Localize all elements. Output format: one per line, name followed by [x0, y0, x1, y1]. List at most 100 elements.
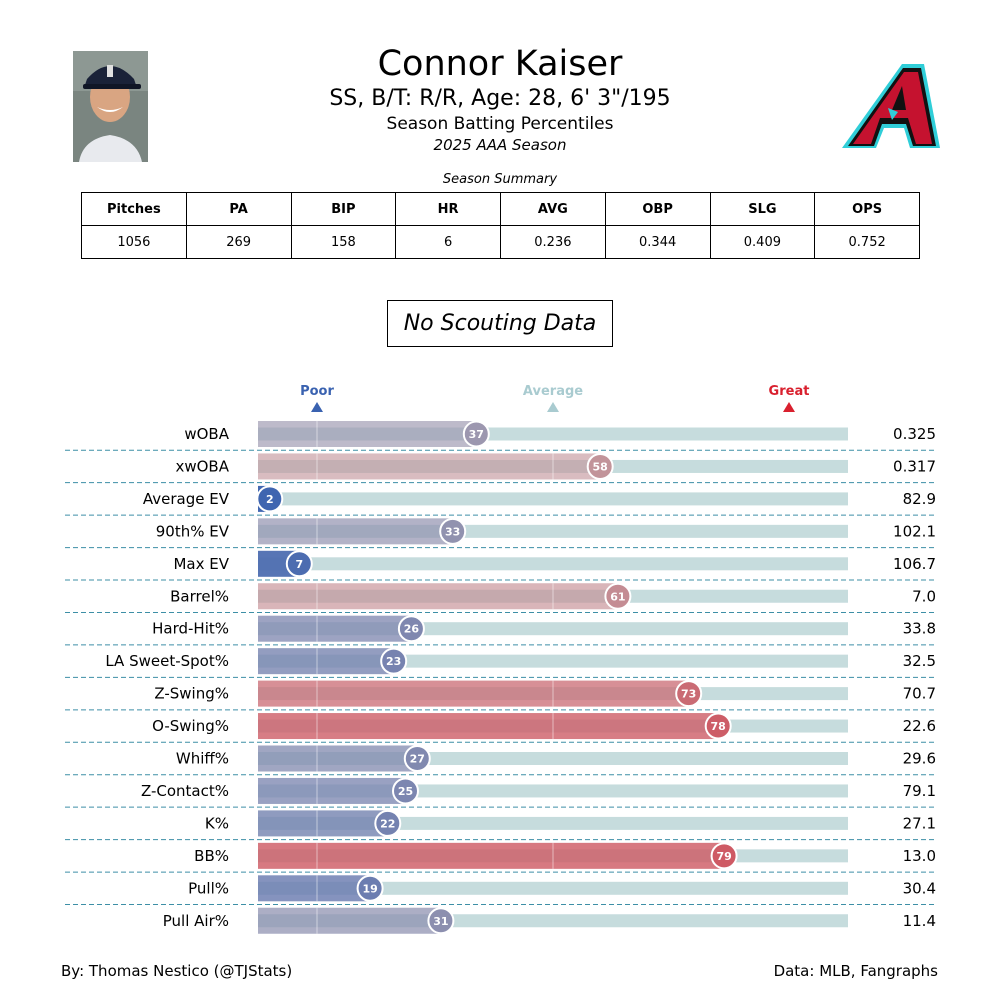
metric-value: 0.325 [893, 425, 936, 443]
percentile-badge-label: 7 [295, 558, 303, 571]
metric-label: K% [205, 814, 229, 832]
metric-label: wOBA [184, 425, 229, 443]
metric-label: LA Sweet-Spot% [105, 652, 229, 670]
metric-label: Average EV [143, 490, 230, 508]
percentile-bar [258, 518, 453, 545]
metric-value: 102.1 [893, 522, 936, 540]
percentile-badge [439, 517, 467, 545]
player-info: SS, B/T: R/R, Age: 28, 6' 3"/195 [329, 86, 671, 111]
marker-label-poor: Poor [300, 384, 334, 399]
bar-track [258, 816, 848, 830]
metric-value: 32.5 [903, 652, 936, 670]
player-headshot [73, 51, 148, 162]
season-label: 2025 AAA Season [433, 136, 567, 154]
percentile-badge-label: 27 [410, 753, 425, 766]
metric-label: Z-Swing% [154, 685, 229, 703]
summary-value-cell: 6 [395, 225, 501, 259]
metric-value: 22.6 [903, 717, 936, 735]
percentile-bar [258, 583, 618, 610]
metric-value: 70.7 [903, 685, 936, 703]
percentile-bar [258, 810, 388, 837]
marker-label-average: Average [523, 384, 583, 399]
percentile-badge [392, 777, 419, 805]
percentile-badge [285, 550, 313, 578]
summary-header-row: Pitches PA BIP HR AVG OBP SLG OPS [81, 192, 920, 226]
metric-value: 79.1 [903, 782, 936, 800]
summary-header-cell: AVG [500, 192, 606, 226]
percentile-badge-label: 73 [681, 688, 696, 701]
metric-label: Pull% [188, 879, 229, 897]
percentile-badge [380, 647, 408, 675]
metric-label: xwOBA [175, 457, 229, 475]
percentile-badge-label: 22 [380, 817, 395, 830]
percentile-badge [397, 615, 425, 643]
percentile-badge-label: 58 [593, 460, 608, 473]
metric-label: Whiff% [176, 750, 229, 768]
percentile-badge-label: 2 [266, 493, 274, 506]
summary-header-cell: Pitches [81, 192, 187, 226]
metric-value: 82.9 [903, 490, 936, 508]
summary-header-cell: HR [395, 192, 501, 226]
summary-value-cell: 0.409 [709, 225, 816, 259]
metric-label: Z-Contact% [141, 782, 229, 800]
percentile-badge [704, 712, 732, 740]
bar-track [258, 557, 848, 571]
metric-label: Pull Air% [163, 912, 229, 930]
percentile-badge [604, 582, 632, 610]
metric-label: Hard-Hit% [152, 620, 229, 638]
season-summary-table: Pitches PA BIP HR AVG OBP SLG OPS 1056 2… [81, 192, 920, 259]
bar-track [258, 492, 848, 506]
summary-header-cell: BIP [290, 192, 397, 226]
percentile-badge-label: 79 [716, 850, 731, 863]
percentile-badge [374, 809, 402, 837]
percentile-badge [356, 874, 384, 902]
percentile-bar [258, 745, 418, 772]
metric-value: 7.0 [912, 587, 936, 605]
summary-value-cell: 0.344 [604, 225, 711, 259]
summary-header-cell: PA [185, 192, 292, 226]
metric-label: O-Swing% [152, 717, 229, 735]
percentile-badge [675, 680, 703, 708]
summary-value-cell: 158 [290, 225, 397, 259]
report-title: Season Batting Percentiles [386, 114, 614, 134]
percentile-bar [258, 615, 412, 642]
summary-value-cell: 0.236 [500, 225, 606, 259]
percentile-bar [258, 842, 725, 869]
percentile-badge [427, 907, 455, 935]
metric-value: 106.7 [893, 555, 936, 573]
summary-header-cell: OPS [814, 192, 920, 226]
summary-caption: Season Summary [442, 172, 558, 187]
bar-track [258, 881, 848, 895]
percentile-badge [586, 452, 614, 480]
percentile-bar [258, 907, 441, 934]
percentile-badge-label: 31 [433, 915, 448, 928]
percentile-badge-label: 33 [445, 525, 460, 538]
percentile-badge-label: 37 [469, 428, 484, 441]
percentile-badge-label: 61 [610, 590, 625, 603]
footer-credit: By: Thomas Nestico (@TJStats) [61, 962, 293, 980]
footer-source: Data: MLB, Fangraphs [773, 962, 938, 980]
metric-value: 27.1 [903, 814, 936, 832]
percentile-bar [258, 680, 689, 707]
percentile-badge [256, 485, 284, 513]
metric-label: 90th% EV [156, 522, 230, 540]
marker-triangle-average [547, 402, 559, 412]
marker-triangle-poor [311, 402, 323, 412]
percentile-badge [710, 842, 738, 870]
summary-value-cell: 269 [185, 225, 292, 259]
percentile-chart: Poor Average Great 37 wOBA 0.325 58 xwOBA 0.317 2… [65, 384, 936, 935]
percentile-bar [258, 713, 719, 740]
percentile-badge [403, 745, 431, 772]
percentile-bar [258, 875, 371, 902]
percentile-badge-label: 23 [386, 655, 401, 668]
metric-label: Barrel% [170, 587, 229, 605]
percentile-badge-label: 78 [711, 720, 726, 733]
metric-value: 29.6 [903, 750, 936, 768]
summary-value-cell: 1056 [81, 225, 187, 259]
metric-value: 11.4 [903, 912, 936, 930]
percentile-bar [258, 453, 601, 480]
percentile-bar [258, 648, 394, 675]
metric-label: BB% [194, 847, 229, 865]
percentile-badge [462, 420, 490, 448]
percentile-bar [258, 421, 477, 447]
